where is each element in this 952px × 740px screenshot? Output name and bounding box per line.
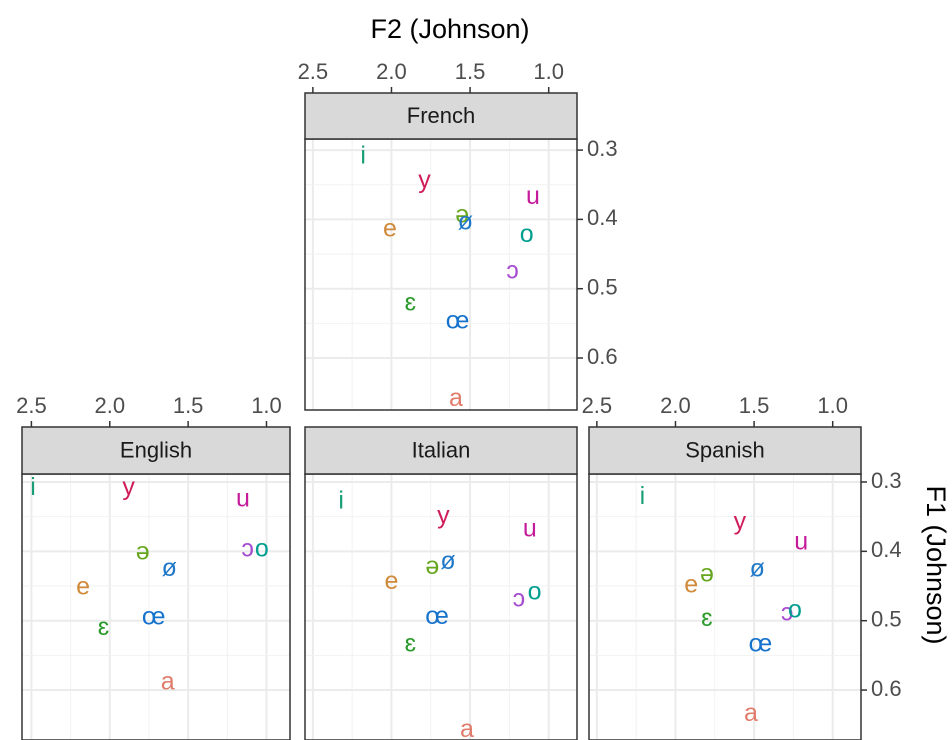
x-tick-label: 1.5: [739, 393, 770, 418]
strip: [588, 426, 862, 475]
panel: i y u əø e oɔ ɛ œ a: [305, 139, 577, 412]
vowel-point: y: [122, 473, 135, 501]
vowel-point: ɔ: [241, 535, 254, 563]
vowel-point: u: [526, 182, 540, 210]
vowel-point: u: [794, 528, 808, 556]
vowel-point: o: [788, 596, 802, 624]
vowel-point: ø: [440, 547, 455, 575]
vowel-point: i: [30, 473, 36, 501]
x-tick-label: 2.5: [582, 393, 613, 418]
vowel-point: ɛ: [701, 604, 712, 632]
vowel-point: o: [528, 578, 542, 606]
y-axis-title: F1 (Johnson): [921, 485, 951, 644]
strip: [304, 92, 578, 140]
x-tick-label: 1.5: [455, 59, 486, 84]
vowel-point: ø: [750, 555, 765, 583]
vowel-point: ø: [458, 207, 473, 235]
y-tick-label: 0.6: [871, 676, 902, 701]
vowel-point: a: [744, 699, 758, 727]
vowel-point: i: [640, 482, 646, 510]
panel-background: [589, 474, 861, 740]
vowel-point: ɔ: [781, 598, 794, 626]
vowel-point: ɛ: [405, 630, 416, 658]
vowel-point: ɔ: [506, 257, 519, 285]
strip: [21, 426, 291, 475]
strip-label: Italian: [412, 437, 471, 462]
x-axis-title: F2 (Johnson): [370, 14, 529, 44]
x-tick-label: 2.5: [16, 393, 47, 418]
strip: [304, 426, 578, 475]
vowel-point: u: [523, 514, 537, 542]
y-tick-label: 0.3: [587, 136, 618, 161]
strip-label: Spanish: [685, 437, 765, 462]
strip-label: English: [120, 437, 192, 462]
vowel-point: e: [76, 573, 90, 601]
y-tick-label: 0.4: [871, 537, 902, 562]
vowel-point: ɛ: [98, 613, 109, 641]
x-tick-label: 1.0: [817, 393, 848, 418]
vowel-point: ɛ: [405, 289, 416, 317]
vowel-point: y: [734, 508, 747, 536]
vowel-point: u: [236, 485, 250, 513]
vowel-point: a: [161, 668, 175, 696]
y-tick-label: 0.5: [871, 607, 902, 632]
panel: i y u ə ø e oɔ œɛ a: [305, 474, 577, 740]
vowel-point: ø: [162, 554, 177, 582]
x-tick-label: 1.0: [251, 393, 282, 418]
vowel-point: œ: [749, 630, 773, 658]
vowel-point: e: [383, 214, 397, 242]
vowel-point: o: [255, 535, 269, 563]
panel-background: [305, 474, 577, 740]
vowel-point: a: [460, 715, 474, 740]
vowel-point: ɔ: [513, 584, 526, 612]
y-tick-label: 0.3: [871, 468, 902, 493]
panel-background: [305, 139, 577, 410]
vowel-point: ə: [455, 201, 469, 229]
vowel-point: ə: [425, 552, 439, 580]
vowel-point: e: [684, 571, 698, 599]
vowel-point: œ: [425, 602, 449, 630]
x-tick-label: 2.0: [376, 59, 407, 84]
panel-background: [22, 474, 290, 740]
x-tick-label: 2.0: [660, 393, 691, 418]
vowel-point: ə: [136, 537, 150, 565]
y-tick-label: 0.4: [587, 205, 618, 230]
x-tick-label: 2.5: [298, 59, 329, 84]
panel: i y u ə ɔ o ø e œ ɛ a: [22, 473, 290, 740]
vowel-point: œ: [446, 307, 470, 335]
vowel-point: i: [338, 487, 344, 515]
vowel-point: y: [437, 501, 450, 529]
x-tick-label: 1.5: [173, 393, 204, 418]
vowel-point: œ: [142, 603, 166, 631]
vowel-point: y: [418, 166, 431, 194]
vowel-point: a: [449, 384, 463, 412]
vowel-point: i: [360, 142, 366, 170]
panel: i y u e ə ø ɛ ɔoœ a: [589, 474, 861, 740]
vowel-point: o: [520, 220, 534, 248]
vowel-point: ə: [700, 560, 714, 588]
y-tick-label: 0.6: [587, 344, 618, 369]
y-tick-label: 0.5: [587, 275, 618, 300]
x-tick-label: 1.0: [533, 59, 564, 84]
x-tick-label: 2.0: [94, 393, 125, 418]
vowel-point: e: [385, 567, 399, 595]
strip-label: French: [407, 103, 475, 128]
